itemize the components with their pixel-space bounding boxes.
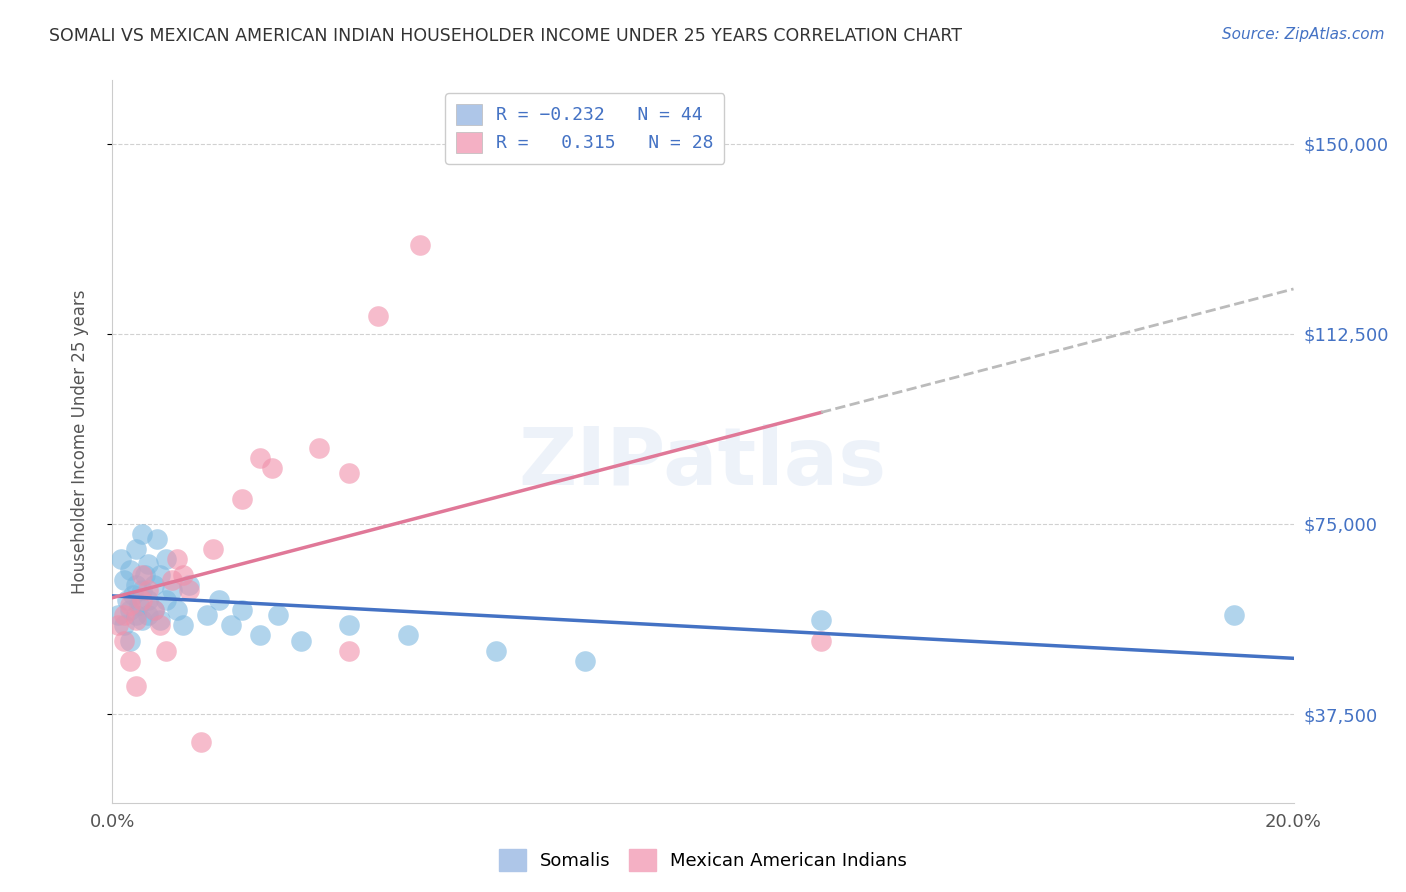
Point [142,578,165,592]
Point [367,309,389,323]
Point [117,593,138,607]
Point [125,679,148,693]
Point [131,582,153,597]
Point [290,633,312,648]
Point [172,618,194,632]
Point [179,578,201,592]
Point [166,603,188,617]
Point [208,593,231,607]
Point [107,608,129,623]
Point [155,643,177,657]
Point [574,654,596,668]
Point [128,598,150,612]
Point [485,643,508,657]
Point [136,558,159,572]
Point [120,603,142,617]
Point [267,608,290,623]
Point [231,491,253,506]
Point [136,593,159,607]
Point [160,582,183,597]
Point [112,618,135,632]
Point [1223,608,1246,623]
Point [142,603,165,617]
Point [179,582,201,597]
Point [219,618,242,632]
Text: Source: ZipAtlas.com: Source: ZipAtlas.com [1222,27,1385,42]
Point [112,633,135,648]
Point [125,613,148,627]
Point [337,618,360,632]
Point [110,552,132,566]
Point [408,238,430,252]
Point [125,608,148,623]
Point [112,608,135,623]
Point [155,552,177,566]
Point [131,613,153,627]
Point [166,552,188,566]
Point [122,588,145,602]
Legend: R = −0.232   N = 44, R =   0.315   N = 28: R = −0.232 N = 44, R = 0.315 N = 28 [446,93,724,163]
Point [155,593,177,607]
Point [136,582,159,597]
Point [149,567,172,582]
Point [195,608,218,623]
Point [190,735,212,749]
Point [131,593,153,607]
Point [308,441,330,455]
Point [120,654,142,668]
Point [125,542,148,557]
Point [260,461,283,475]
Text: ZIPatlas: ZIPatlas [519,425,887,502]
Legend: Somalis, Mexican American Indians: Somalis, Mexican American Indians [492,842,914,879]
Point [337,467,360,481]
Point [120,563,142,577]
Point [125,578,148,592]
Text: SOMALI VS MEXICAN AMERICAN INDIAN HOUSEHOLDER INCOME UNDER 25 YEARS CORRELATION : SOMALI VS MEXICAN AMERICAN INDIAN HOUSEH… [49,27,962,45]
Point [149,618,172,632]
Point [231,603,253,617]
Point [172,567,194,582]
Y-axis label: Householder Income Under 25 years: Householder Income Under 25 years [70,289,89,594]
Point [160,573,183,587]
Point [120,633,142,648]
Point [810,613,832,627]
Point [142,603,165,617]
Point [134,567,156,582]
Point [107,618,129,632]
Point [136,608,159,623]
Point [112,573,135,587]
Point [131,527,153,541]
Point [201,542,224,557]
Point [337,643,360,657]
Point [249,628,271,642]
Point [249,450,271,465]
Point [396,628,419,642]
Point [149,613,172,627]
Point [810,633,832,648]
Point [120,598,142,612]
Point [146,532,169,546]
Point [131,567,153,582]
